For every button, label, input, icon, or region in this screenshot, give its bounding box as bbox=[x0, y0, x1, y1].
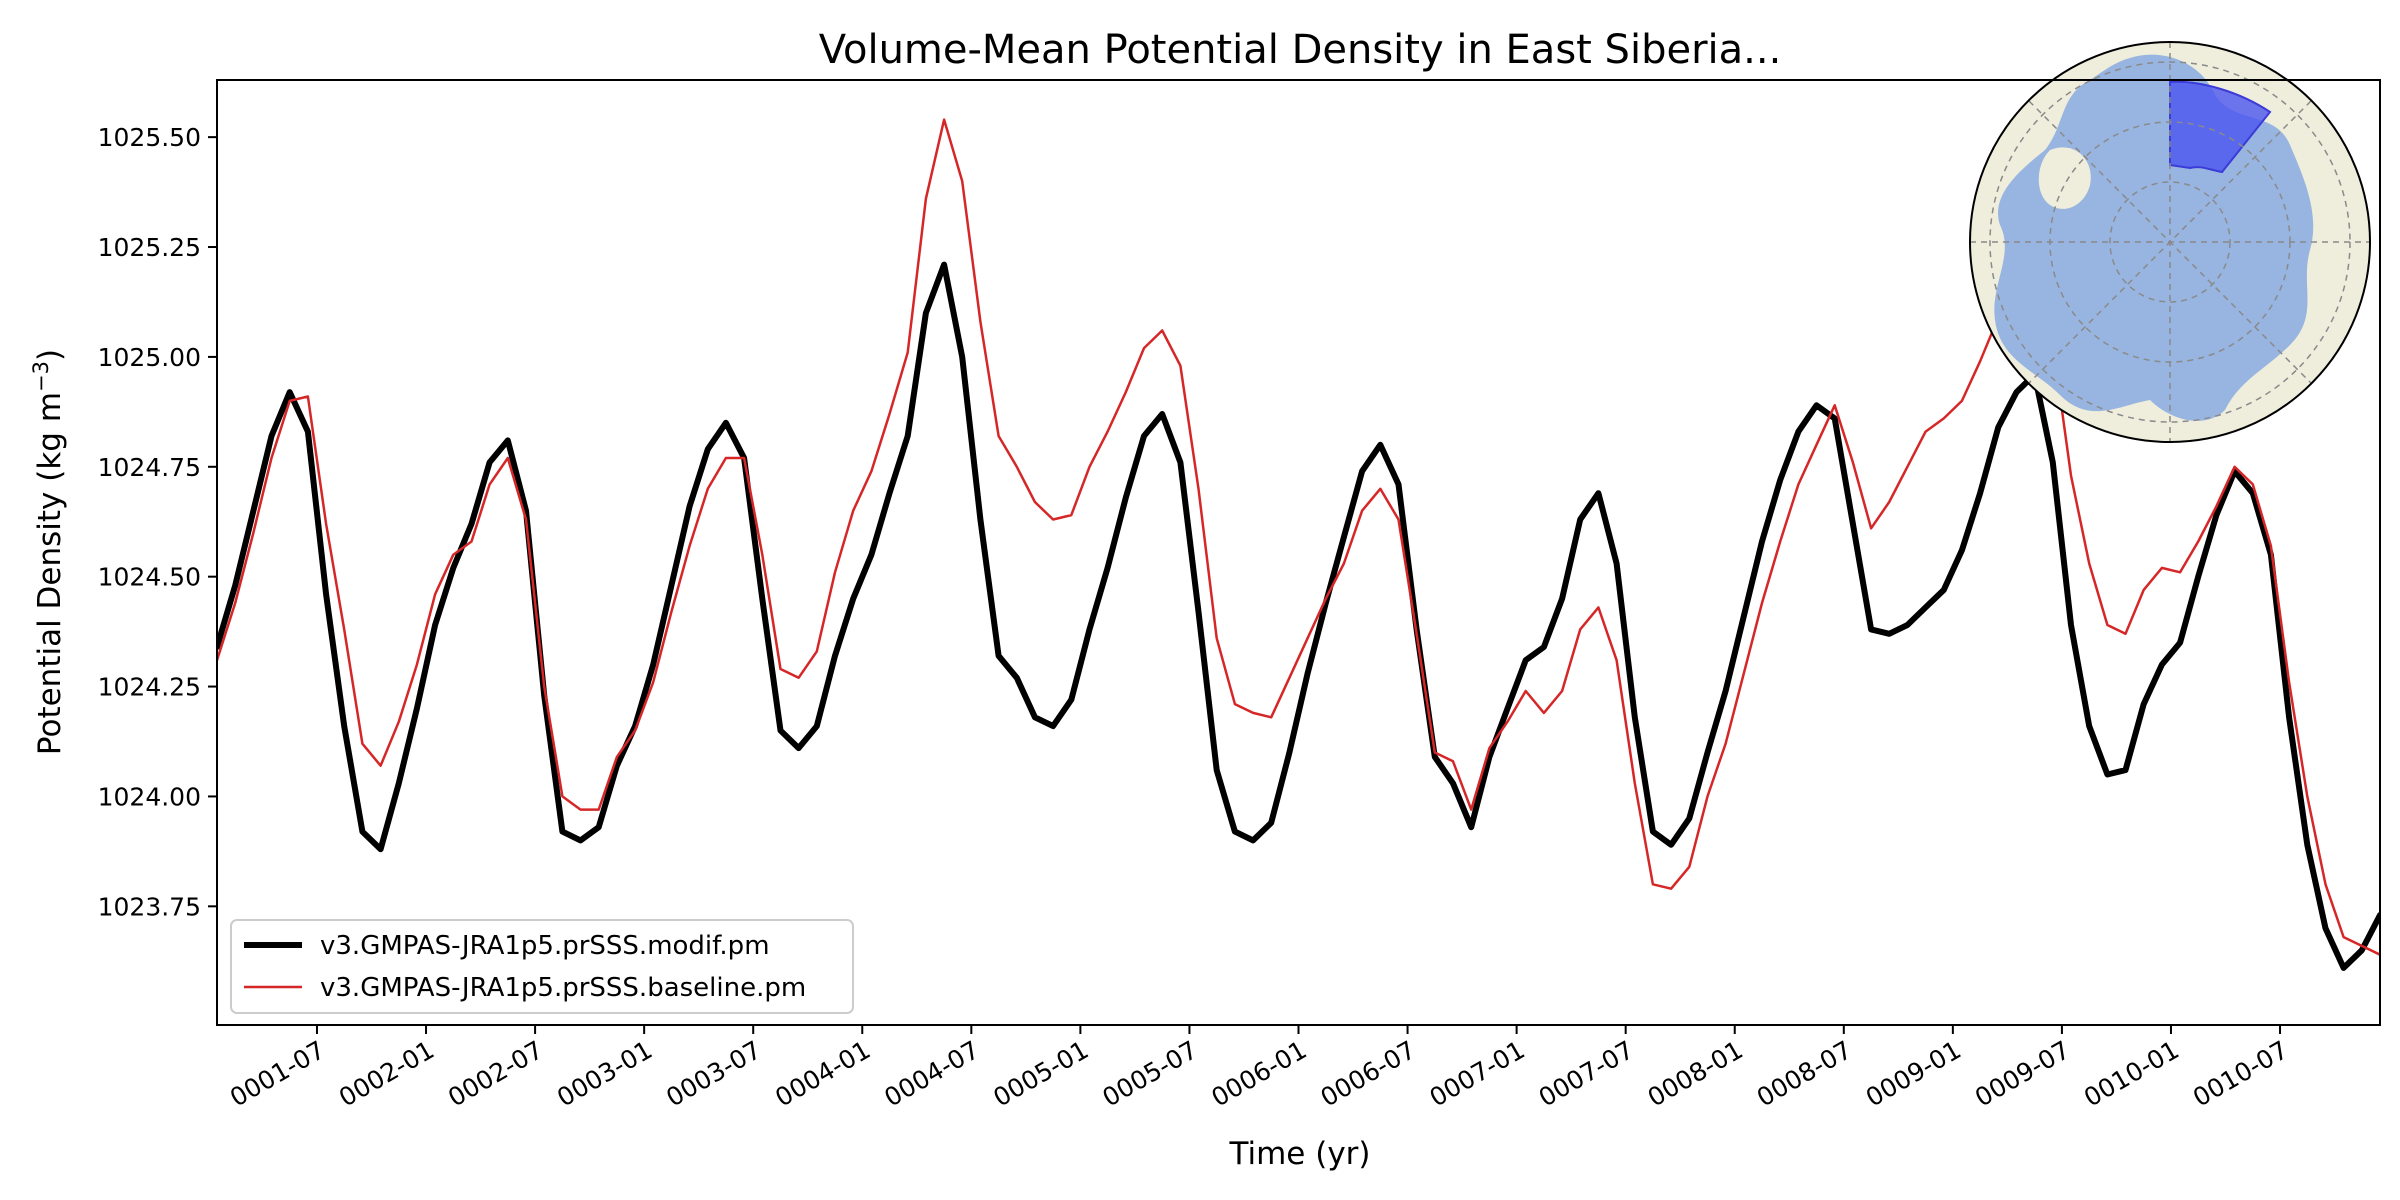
y-tick-label: 1024.00 bbox=[98, 782, 201, 811]
y-axis-label-superscript: −3 bbox=[29, 361, 53, 392]
legend-label-modif: v3.GMPAS-JRA1p5.prSSS.modif.pm bbox=[320, 931, 770, 961]
series-modif-line bbox=[217, 261, 2380, 971]
y-axis-label: Potential Density (kg m−3) bbox=[29, 349, 68, 755]
legend-box bbox=[230, 919, 854, 1014]
region-highlight bbox=[2169, 80, 2272, 174]
y-axis-label-main: Potential Density (kg m bbox=[32, 392, 68, 755]
y-tick-label: 1025.25 bbox=[98, 233, 201, 262]
y-axis-ticks: 1023.75 1024.00 1024.25 1024.50 1024.75 1025.… bbox=[98, 123, 217, 921]
legend: v3.GMPAS-JRA1p5.prSSS.modif.pm v3.GMPAS-… bbox=[230, 919, 854, 1014]
y-tick-label: 1023.75 bbox=[98, 892, 201, 921]
y-tick-label: 1025.00 bbox=[98, 343, 201, 372]
y-tick-label: 1024.25 bbox=[98, 673, 201, 702]
greenland-shape bbox=[2038, 147, 2091, 209]
region-inset-map bbox=[1969, 41, 2371, 443]
x-axis-label: Time (yr) bbox=[1229, 1136, 1371, 1172]
y-tick-label: 1024.50 bbox=[98, 563, 201, 592]
legend-label-baseline: v3.GMPAS-JRA1p5.prSSS.baseline.pm bbox=[320, 973, 806, 1003]
chart-title: Volume-Mean Potential Density in East Si… bbox=[819, 27, 1782, 73]
y-tick-label: 1025.50 bbox=[98, 123, 201, 152]
y-tick-label: 1024.75 bbox=[98, 453, 201, 482]
plot-frame bbox=[216, 79, 2381, 1026]
y-axis-label-tail: ) bbox=[32, 349, 68, 361]
